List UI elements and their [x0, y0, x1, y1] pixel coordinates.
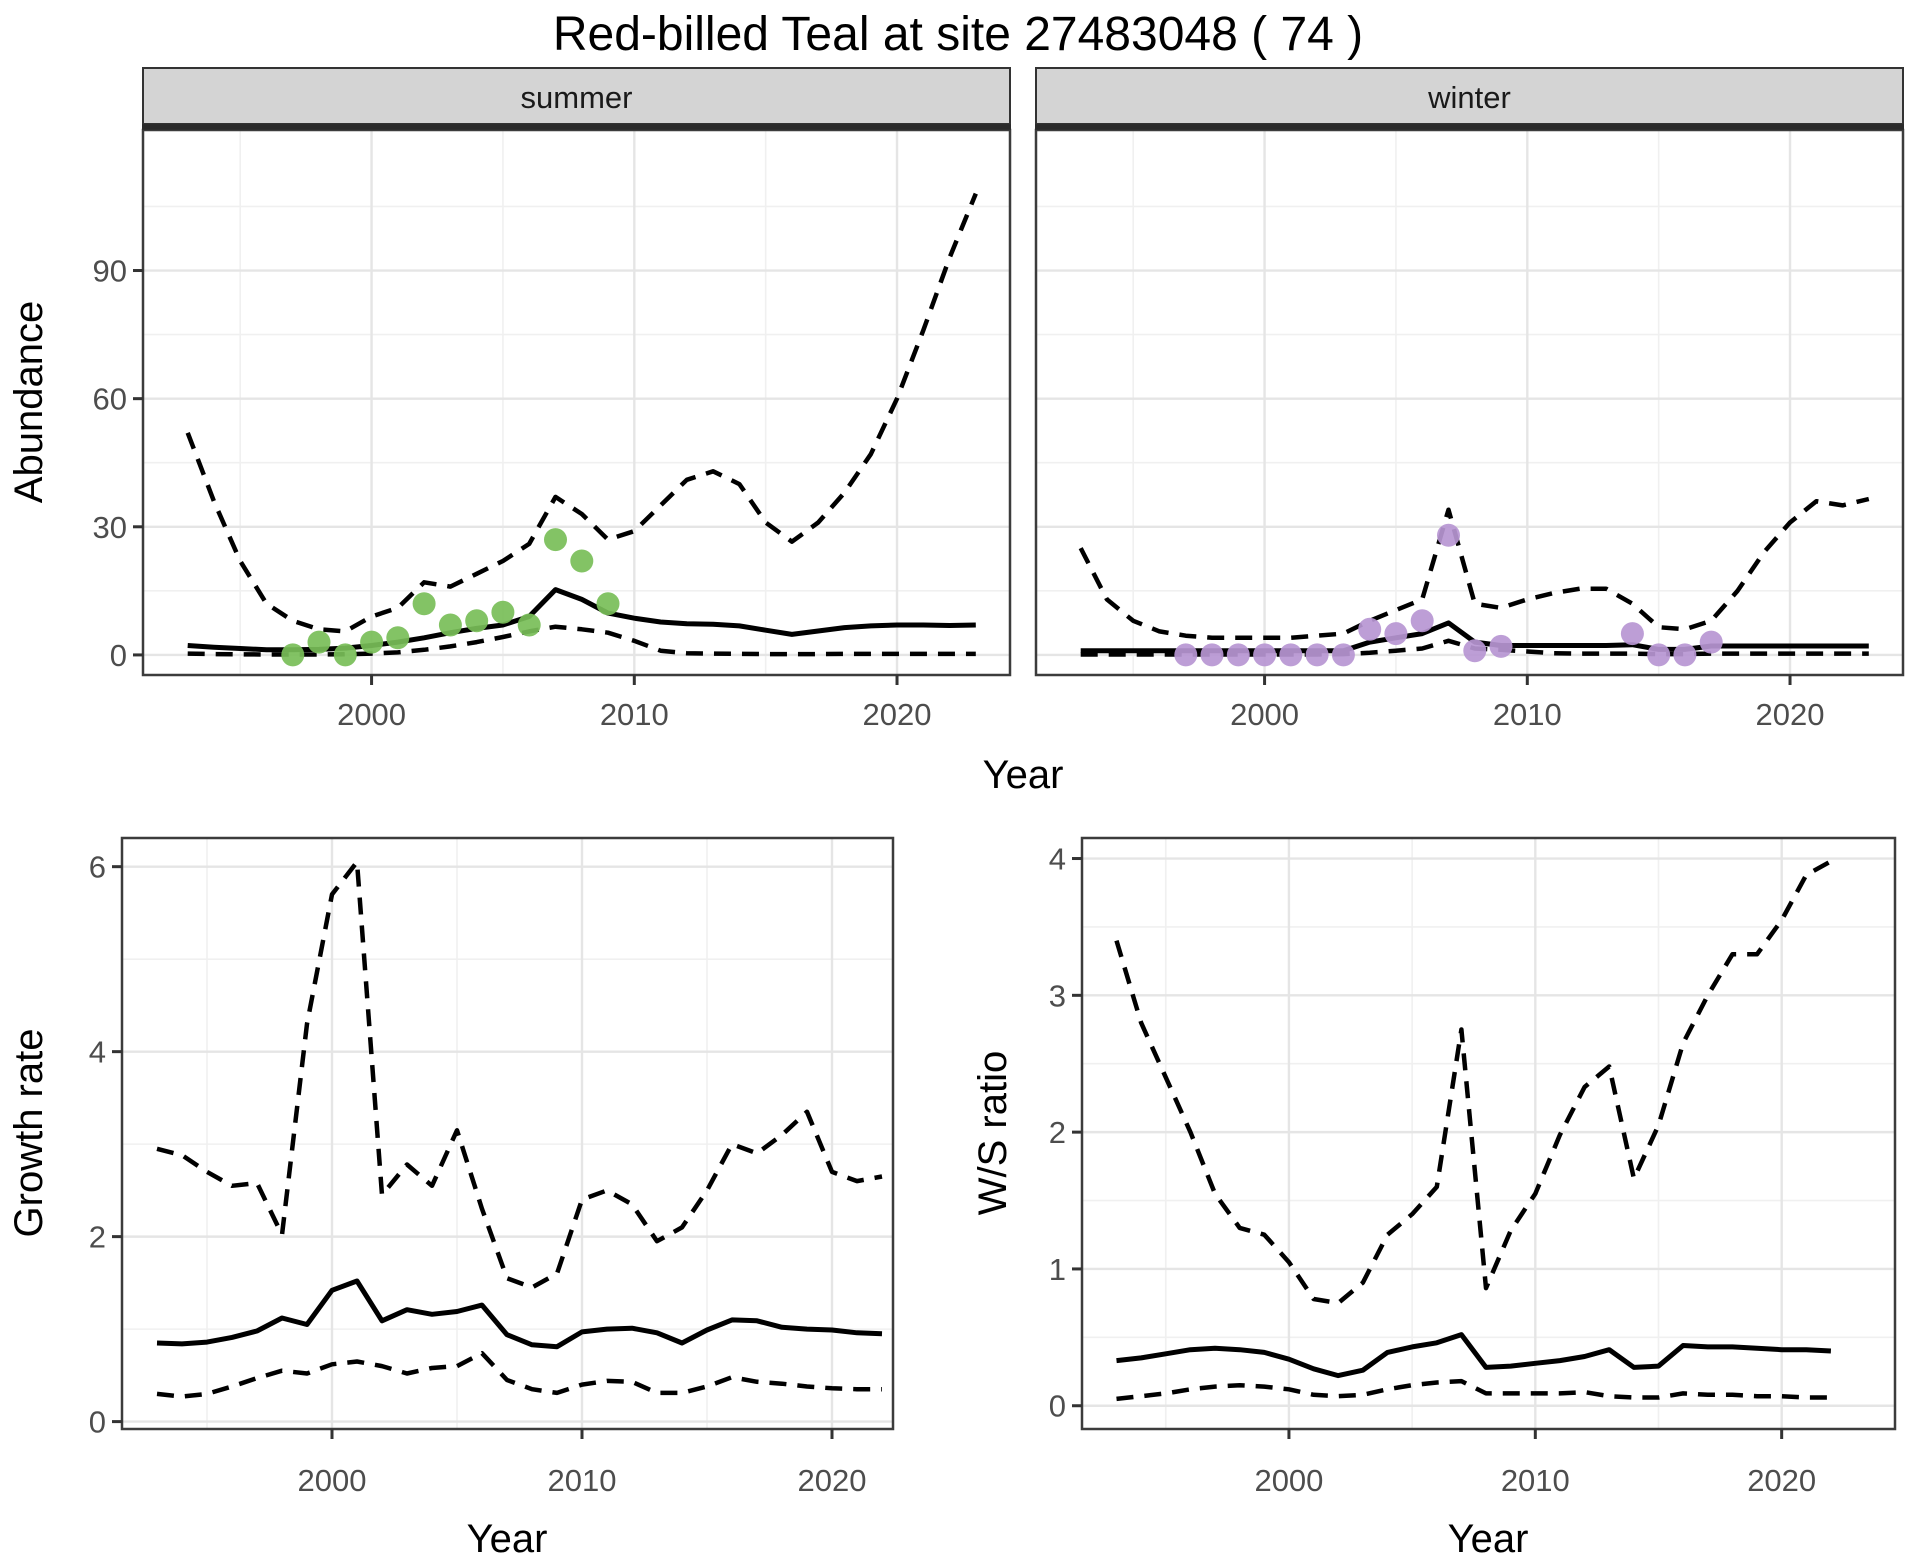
y-tick-label: 2 [89, 1220, 106, 1255]
y-tick-label: 4 [1049, 842, 1066, 877]
observed-count-summer [281, 643, 305, 667]
panel-border [1034, 128, 1905, 677]
y-tick-label: 30 [93, 510, 127, 545]
y-tick-label: 60 [93, 382, 127, 417]
y-tick-label: 90 [93, 254, 127, 289]
observed-count-winter [1410, 609, 1434, 633]
x-tick-label: 2020 [863, 697, 932, 732]
observed-count-summer [412, 592, 436, 616]
x-tick-label: 2010 [600, 697, 669, 732]
observed-count-winter [1358, 617, 1382, 641]
observed-count-winter [1384, 622, 1408, 646]
observed-count-winter [1226, 643, 1250, 667]
series-median-ws-ratio [1116, 1332, 1832, 1379]
observed-count-winter [1279, 643, 1303, 667]
x-tick-label: 2000 [298, 1463, 367, 1498]
observed-count-summer [307, 630, 331, 654]
x-tick-label: 2000 [337, 697, 406, 732]
series-upper_95ci-growth-rate [156, 859, 883, 1290]
observed-count-summer [570, 549, 594, 573]
x-axis-title-ws-ratio: Year [1448, 1517, 1529, 1560]
y-tick-label: 3 [1049, 978, 1066, 1013]
facet-strip [1035, 67, 1904, 125]
panel-abundance-summer: summer 2000 2010 2020 0 30 60 90 [93, 67, 1012, 732]
observed-count-winter [1699, 630, 1723, 654]
observed-count-winter [1620, 622, 1644, 646]
series-lower_95ci-abundance-summer [187, 624, 976, 657]
y-axis-title-growth-rate: Growth rate [7, 1029, 51, 1238]
y-tick-label: 4 [89, 1035, 106, 1070]
x-tick-label: 2010 [1501, 1463, 1570, 1498]
observed-count-winter [1647, 643, 1671, 667]
y-tick-label: 0 [1049, 1389, 1066, 1424]
observed-count-winter [1331, 643, 1355, 667]
x-tick-label: 2000 [1230, 697, 1299, 732]
x-tick-label: 2020 [1747, 1463, 1816, 1498]
observed-count-winter [1673, 643, 1697, 667]
x-tick-label: 2020 [798, 1463, 867, 1498]
chart-title: Red-billed Teal at site 27483048 ( 74 ) [553, 8, 1363, 61]
y-axis-title-ws-ratio: W/S ratio [971, 1051, 1015, 1215]
series-median-abundance-summer [187, 587, 976, 653]
x-axis-title-top: Year [983, 753, 1064, 797]
facet-strip [142, 67, 1011, 125]
observed-count-summer [360, 630, 384, 654]
x-tick-label: 2020 [1756, 697, 1825, 732]
panel-border [120, 836, 895, 1431]
observed-count-summer [517, 613, 541, 637]
x-axis-title-growth-rate: Year [467, 1517, 548, 1560]
observed-count-summer [596, 592, 620, 616]
y-tick-label: 0 [110, 638, 127, 673]
facet-label-winter: winter [1427, 80, 1511, 115]
observed-count-summer [438, 613, 462, 637]
series-upper_95ci-abundance-winter [1078, 496, 1870, 641]
observed-count-summer [386, 626, 410, 650]
observed-count-winter [1305, 643, 1329, 667]
x-tick-label: 2000 [1254, 1463, 1323, 1498]
panel-growth-rate: 2000 2010 2020 0 2 4 6 [89, 836, 895, 1498]
y-axis-title-abundance: Abundance [7, 301, 51, 503]
observed-count-winter [1489, 634, 1513, 658]
y-tick-label: 0 [89, 1405, 106, 1440]
observed-count-winter [1200, 643, 1224, 667]
observed-count-summer [491, 600, 515, 624]
series-median-growth-rate [156, 1278, 883, 1350]
observed-count-winter [1463, 639, 1487, 663]
y-tick-label: 1 [1049, 1252, 1066, 1287]
observed-count-winter [1174, 643, 1198, 667]
facet-label-summer: summer [521, 80, 633, 115]
observed-count-summer [465, 609, 489, 633]
observed-count-summer [333, 643, 357, 667]
panel-border [141, 128, 1012, 677]
observed-count-summer [544, 528, 567, 552]
y-tick-label: 6 [89, 850, 106, 885]
y-tick-label: 2 [1049, 1115, 1066, 1150]
series-lower_95ci-ws-ratio [1116, 1378, 1831, 1402]
observed-count-winter [1253, 643, 1277, 667]
x-tick-label: 2010 [548, 1463, 617, 1498]
panel-ws-ratio: 2000 2010 2020 0 1 2 3 4 [1049, 836, 1897, 1498]
series-upper_95ci-ws-ratio [1114, 859, 1832, 1306]
panel-abundance-winter: winter 2000 2010 2020 [1034, 67, 1905, 732]
series-lower_95ci-growth-rate [156, 1350, 882, 1399]
series-upper_95ci-abundance-summer [185, 192, 978, 634]
x-tick-label: 2010 [1493, 697, 1562, 732]
observed-count-winter [1437, 523, 1460, 547]
